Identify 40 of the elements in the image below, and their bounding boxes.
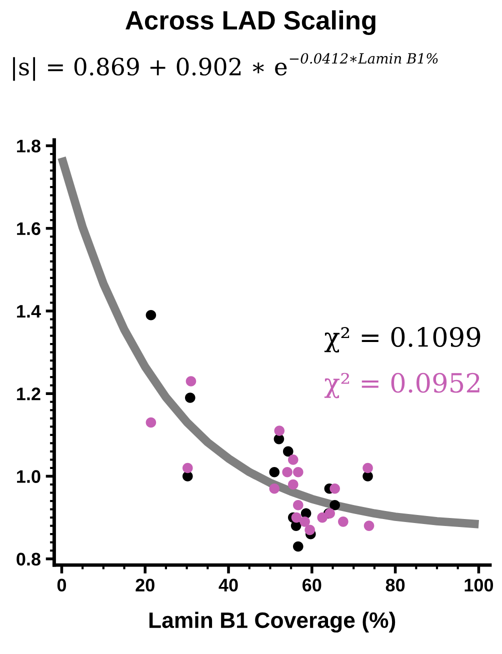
point xyxy=(317,512,328,523)
x-tick-label: 20 xyxy=(136,578,154,592)
y-tick-label: 1.6 xyxy=(17,222,40,236)
point xyxy=(330,483,340,494)
point xyxy=(288,454,298,465)
x-tick-label: 100 xyxy=(464,578,494,592)
point xyxy=(182,462,193,474)
point xyxy=(146,417,156,428)
y-tick-label: 1.2 xyxy=(17,388,40,400)
point xyxy=(269,483,280,494)
annotation: χ² = 0.1099 xyxy=(324,327,480,352)
chart-title: Across LAD Scaling xyxy=(126,10,376,36)
x-tick-label: 0 xyxy=(57,578,66,592)
y-tick-label: 1.0 xyxy=(17,470,40,483)
point xyxy=(292,466,304,478)
point xyxy=(362,462,373,474)
point xyxy=(330,500,340,510)
y-tick-label: 1.8 xyxy=(17,140,40,152)
point xyxy=(146,310,156,320)
x-tick-label: 40 xyxy=(218,578,238,592)
y-tick-label: 0.8 xyxy=(16,552,40,566)
point xyxy=(292,500,304,510)
point xyxy=(274,426,285,436)
point xyxy=(282,446,294,457)
point xyxy=(288,479,298,490)
point xyxy=(186,376,196,386)
point xyxy=(292,541,304,552)
point xyxy=(338,516,348,527)
point xyxy=(304,524,315,536)
x-tick-label: 60 xyxy=(302,578,322,592)
y-tick-label: 1.4 xyxy=(17,305,41,318)
point xyxy=(291,512,302,523)
point xyxy=(269,466,280,478)
point xyxy=(282,466,292,478)
annotation: χ² = 0.0952 xyxy=(324,372,480,398)
x-tick-label: 80 xyxy=(386,578,405,592)
point xyxy=(185,392,196,403)
x-axis-title: Lamin B1 Coverage (%) xyxy=(149,612,396,633)
point xyxy=(300,516,310,527)
point xyxy=(364,520,374,531)
